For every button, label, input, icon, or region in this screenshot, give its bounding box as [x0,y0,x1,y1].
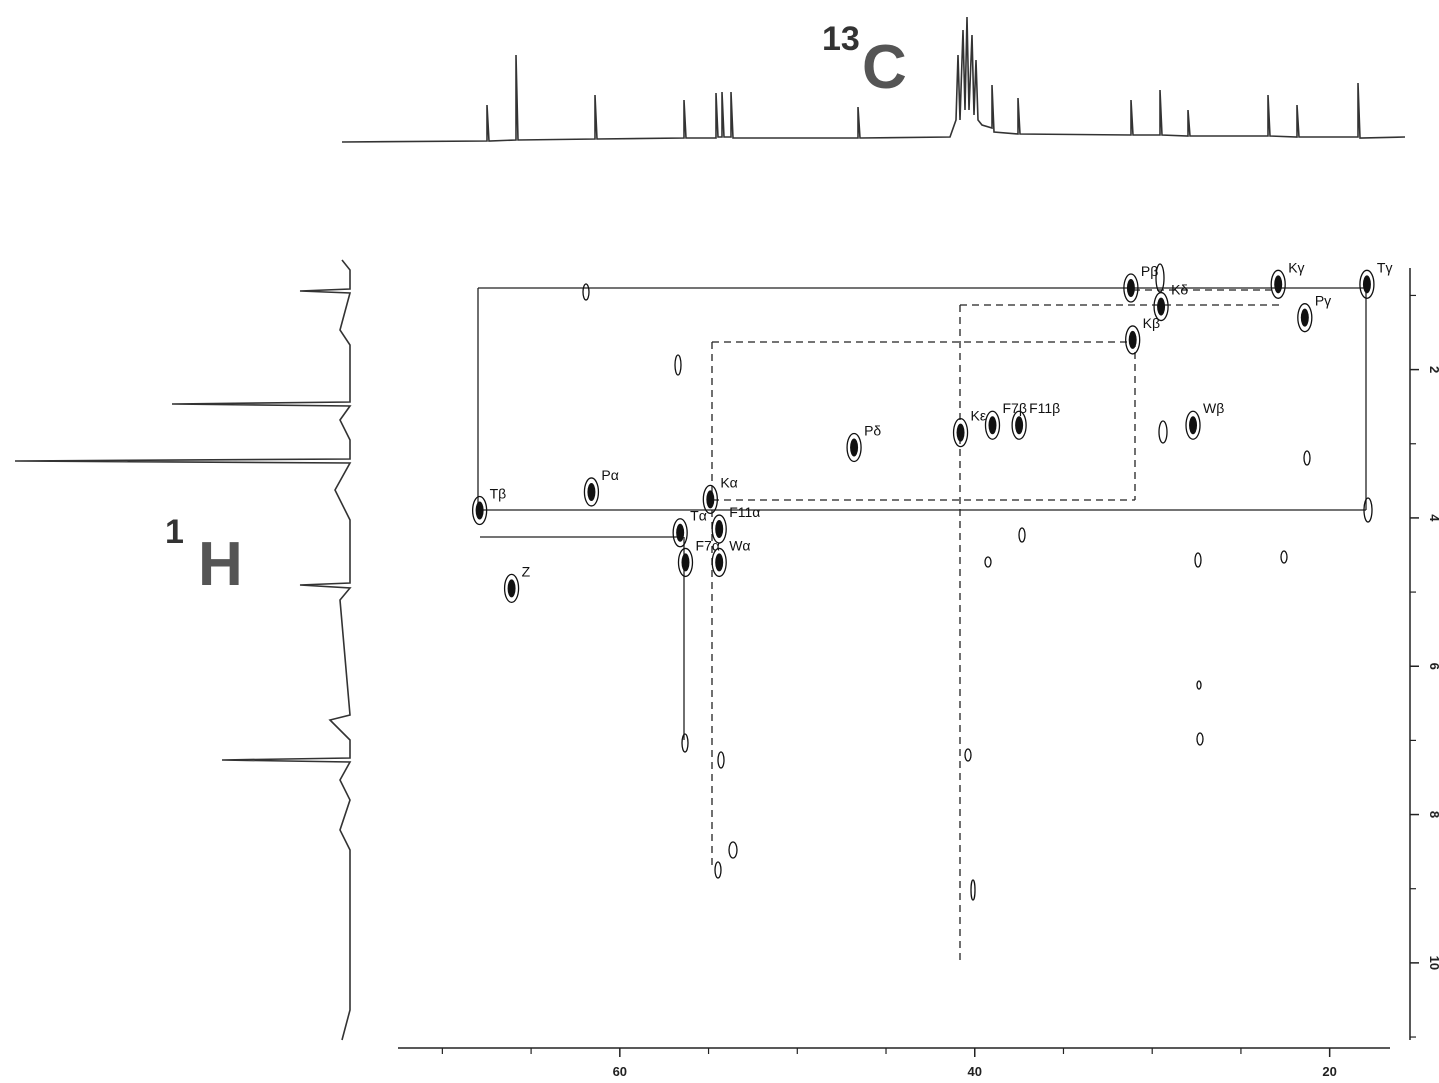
y-tick-label: 8 [1427,811,1439,818]
peak-label: Kγ [1288,259,1304,275]
peak-label: Pβ [1141,263,1158,279]
x-nucleus-mass: 13 [822,20,860,58]
cross-peak [1301,309,1309,327]
nmr-figure: 13 C 1 H 604020246810PβKδKγPγTγKβKεF7βF1… [0,0,1439,1083]
peak-label: F11β [1029,400,1060,416]
cross-peak [476,502,484,520]
cross-peak [1015,416,1023,434]
peak-label: Tβ [490,486,507,502]
y-tick-label: 2 [1427,366,1439,373]
cross-peak [1129,331,1137,349]
cross-peak [706,490,714,508]
cross-peak [957,424,965,442]
cross-peak [850,438,858,456]
peak-label: Kα [720,474,737,490]
cross-peak [587,483,595,501]
y-nucleus-mass: 1 [165,513,184,551]
peak-label: Kε [971,408,987,424]
peak-label: F11α [729,504,760,520]
peak-label: Tα [690,508,707,524]
x-tick-label: 20 [1322,1064,1336,1079]
cross-peak [1157,298,1165,316]
cross-peak [508,579,516,597]
x-tick-label: 60 [613,1064,627,1079]
peak-label: Tγ [1377,259,1393,275]
peak-label: Z [522,563,531,579]
peak-label: F7α [695,537,719,553]
peak-label: Pδ [864,422,881,438]
minor-peaks [583,264,1372,900]
cross-peak [1363,275,1371,293]
peak-label: Pγ [1315,293,1331,309]
peak-label: Wβ [1203,400,1224,416]
x-nucleus-symbol: C [862,33,907,102]
proton-spectrum [15,260,350,1040]
peak-label: Kδ [1171,282,1188,298]
cross-peak [1189,416,1197,434]
connectivity [478,288,1366,965]
y-tick-label: 4 [1427,514,1439,522]
y-nucleus-symbol: H [198,530,243,599]
cross-peak [1127,279,1135,297]
y-tick-label: 6 [1427,663,1439,670]
cross-peak [681,553,689,571]
y-tick-label: 10 [1427,956,1439,970]
cross-peak [715,520,723,538]
peak-label: Wα [729,537,750,553]
peak-label: Pα [601,467,618,483]
cross-peak [1274,275,1282,293]
cross-peak [988,416,996,434]
cross-peak [715,553,723,571]
x-tick-label: 40 [968,1064,982,1079]
peak-label: Kβ [1143,315,1160,331]
cross-peak [676,524,684,542]
